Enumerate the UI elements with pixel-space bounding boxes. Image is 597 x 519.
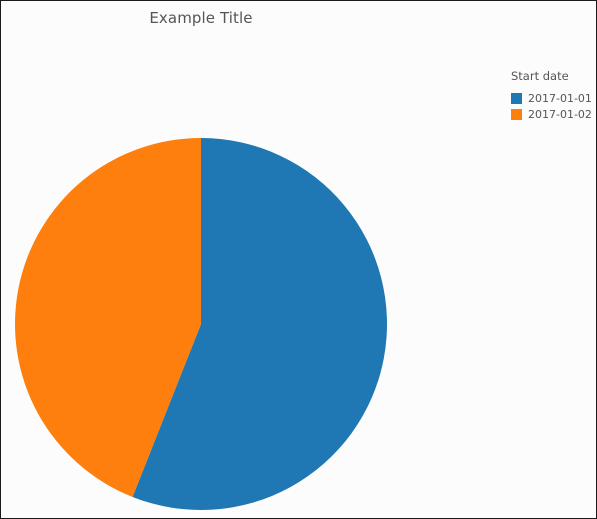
legend-item-0[interactable]: 2017-01-01: [511, 90, 592, 106]
legend-title: Start date: [511, 69, 569, 83]
chart-title: Example Title: [149, 9, 253, 27]
pie-slice-0[interactable]: [132, 138, 387, 510]
legend-swatch-0: [511, 92, 522, 104]
legend-label-0: 2017-01-01: [528, 91, 592, 105]
legend-item-1[interactable]: 2017-01-02: [511, 106, 592, 122]
legend-swatch-1: [511, 108, 522, 120]
pie-slice-1[interactable]: [15, 138, 202, 497]
legend-label-1: 2017-01-02: [528, 107, 592, 121]
legend: Start date 2017-01-01 2017-01-02: [511, 69, 592, 122]
